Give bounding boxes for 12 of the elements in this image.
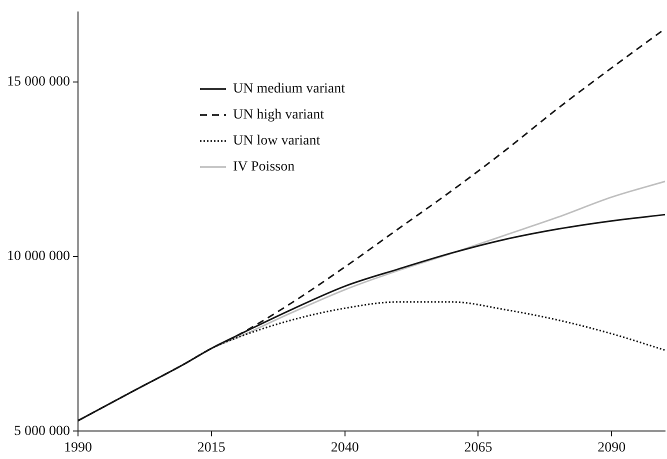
x-tick-label: 2015 (197, 440, 226, 456)
x-tick-label: 2065 (464, 440, 492, 456)
x-tick-label: 2090 (598, 440, 626, 456)
legend-label: UN low variant (233, 134, 320, 149)
legend-label: UN high variant (233, 108, 324, 123)
y-tick-label: 15 000 000 (7, 74, 70, 90)
x-tick-label: 1990 (64, 440, 92, 456)
y-tick-label: 5 000 000 (14, 424, 70, 439)
legend-label: IV Poisson (233, 160, 295, 175)
y-tick-label: 10 000 000 (7, 249, 70, 264)
x-tick-label: 2040 (330, 440, 359, 456)
legend-label: UN medium variant (233, 82, 346, 97)
